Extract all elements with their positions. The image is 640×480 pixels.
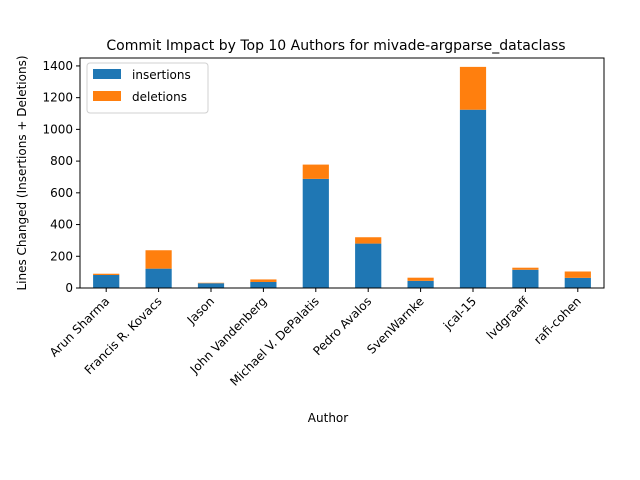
legend-swatch-deletions (93, 91, 121, 101)
bar-insertions (459, 109, 487, 288)
legend-swatch-insertions (93, 69, 121, 79)
bar-insertions (93, 274, 120, 288)
bars-group (93, 66, 591, 288)
bar-deletions (564, 271, 591, 278)
y-tick-label: 0 (65, 281, 73, 295)
bar-insertions (197, 283, 225, 288)
bar-deletions (407, 277, 434, 281)
bar-deletions (512, 267, 539, 270)
bar-deletions (355, 237, 382, 244)
bar-deletions (302, 164, 329, 179)
chart-title: Commit Impact by Top 10 Authors for miva… (106, 38, 565, 54)
y-tick-label: 1000 (42, 122, 73, 136)
y-tick-label: 200 (50, 249, 73, 263)
y-tick-label: 800 (50, 154, 73, 168)
bar-deletions (250, 279, 277, 282)
bar-deletions (93, 273, 120, 275)
bar-insertions (250, 281, 277, 288)
plot-frame (79, 57, 605, 289)
x-axis-label: Author (308, 411, 348, 425)
legend-label-insertions: insertions (132, 68, 191, 82)
y-tick-label: 1200 (42, 91, 73, 105)
legend: insertions deletions (86, 62, 209, 114)
bar-deletions (145, 250, 172, 269)
bar-insertions (564, 277, 591, 288)
y-axis: 0 200 400 600 800 1000 1200 1400 (42, 59, 80, 295)
bar-deletions (459, 66, 487, 110)
y-tick-label: 400 (50, 218, 73, 232)
bar-insertions (407, 280, 434, 288)
y-tick-label: 1400 (42, 59, 73, 73)
bar-insertions (355, 243, 382, 288)
bar-insertions (145, 268, 172, 288)
bar-insertions (512, 269, 539, 288)
y-axis-label: Lines Changed (Insertions + Deletions) (15, 55, 29, 290)
bar-insertions (302, 178, 329, 288)
y-tick-label: 600 (50, 186, 73, 200)
legend-label-deletions: deletions (132, 90, 187, 104)
